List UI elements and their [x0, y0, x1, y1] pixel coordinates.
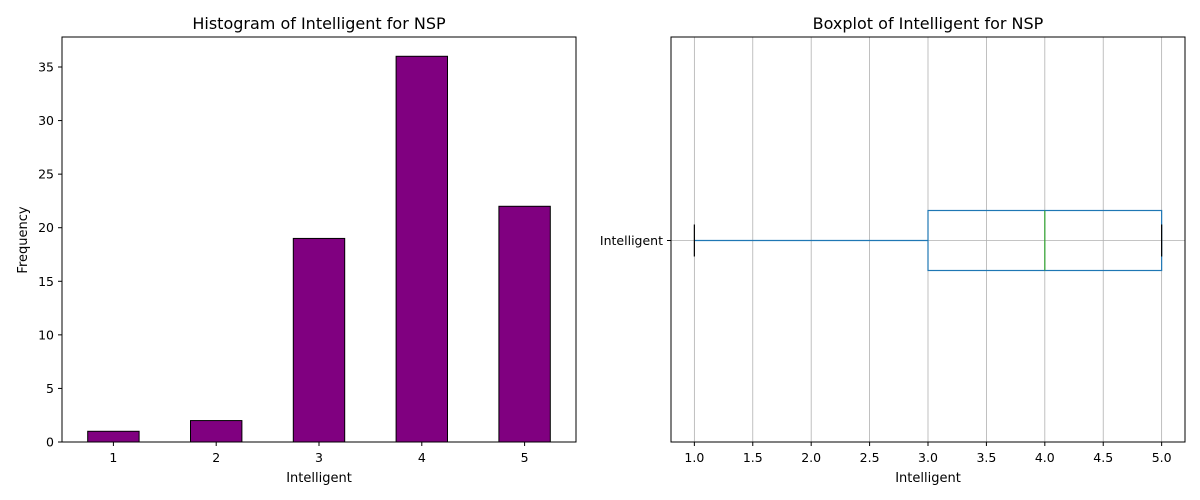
boxplot-x-tick-label: 2.0 — [801, 450, 821, 465]
histogram-chart: Histogram of Intelligent for NSP 1 2 3 4 5 0… — [16, 14, 577, 486]
boxplot-frame — [670, 36, 1186, 443]
boxplot-chart: Boxplot of Intelligent for NSP 1.0 1.5 2.0… — [600, 14, 1186, 486]
histogram-x-tick-label: 3 — [315, 450, 323, 465]
histogram-bar-1 — [87, 430, 140, 443]
boxplot-x-axis-label: Intelligent — [895, 471, 961, 486]
histogram-y-tick-label: 25 — [38, 167, 54, 182]
boxplot-title: Boxplot of Intelligent for NSP — [813, 14, 1044, 33]
boxplot-y-ticks: Intelligent — [600, 233, 671, 248]
boxplot-x-tick-label: 1.0 — [684, 450, 704, 465]
histogram-x-ticks: 1 2 3 4 5 — [109, 442, 529, 465]
histogram-bar-2 — [190, 420, 243, 443]
histogram-x-tick-label: 2 — [212, 450, 220, 465]
boxplot-y-tick-label: Intelligent — [600, 233, 663, 248]
histogram-y-ticks: 0 5 10 15 20 25 30 35 — [38, 60, 62, 450]
histogram-y-axis-label: Frequency — [16, 206, 31, 273]
histogram-y-tick-label: 20 — [38, 220, 54, 235]
histogram-y-tick-label: 0 — [46, 435, 54, 450]
histogram-frame — [61, 36, 577, 443]
boxplot-x-tick-label: 3.0 — [918, 450, 938, 465]
histogram-y-tick-label: 10 — [38, 327, 54, 342]
boxplot-x-tick-label: 2.5 — [860, 450, 880, 465]
histogram-bar-4 — [395, 55, 449, 443]
boxplot-marks — [693, 209, 1163, 272]
histogram-bar-3 — [292, 237, 346, 443]
histogram-x-axis-label: Intelligent — [286, 471, 352, 486]
histogram-bar-5 — [498, 205, 551, 443]
histogram-x-tick-label: 1 — [109, 450, 117, 465]
histogram-x-tick-label: 4 — [418, 450, 426, 465]
boxplot-x-ticks: 1.0 1.5 2.0 2.5 3.0 3.5 4.0 4.5 5.0 — [684, 442, 1172, 465]
boxplot-x-tick-label: 1.5 — [743, 450, 763, 465]
histogram-x-tick-label: 5 — [521, 450, 529, 465]
histogram-y-tick-label: 35 — [38, 60, 54, 75]
boxplot-x-tick-label: 4.5 — [1093, 450, 1113, 465]
boxplot-x-tick-label: 4.0 — [1035, 450, 1055, 465]
histogram-y-tick-label: 30 — [38, 113, 54, 128]
histogram-y-tick-label: 15 — [38, 274, 54, 289]
boxplot-x-tick-label: 3.5 — [976, 450, 996, 465]
boxplot-x-tick-label: 5.0 — [1152, 450, 1172, 465]
histogram-y-tick-label: 5 — [46, 381, 54, 396]
histogram-bars — [87, 55, 551, 443]
histogram-title: Histogram of Intelligent for NSP — [192, 14, 446, 33]
